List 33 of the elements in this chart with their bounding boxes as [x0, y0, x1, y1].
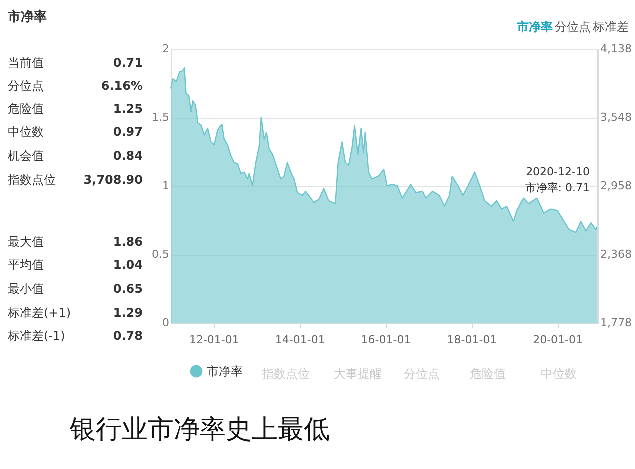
- text: 中位数 0.97: [8, 125, 143, 139]
- legend-label: 市净率: [207, 364, 243, 378]
- annotation: 2020-12-10 市净率: 0.71: [525, 166, 590, 195]
- y2-tick-label: 2,958: [600, 180, 632, 192]
- text: 平均值 1.04: [8, 258, 143, 272]
- y-tick-label: 2: [162, 42, 170, 56]
- text: 标准差(-1) 0.78: [8, 329, 143, 343]
- x-tick-label: 12-01-01: [189, 334, 240, 346]
- x-tick-label: 16-01-01: [361, 334, 412, 346]
- y-tick-label: 0: [162, 316, 170, 330]
- text: 市净率: [7, 9, 47, 25]
- text: 机会值 0.84: [8, 149, 143, 163]
- text: 分位点: [555, 20, 591, 34]
- y2-tick-label: 2,368: [600, 248, 632, 261]
- text: 最小值 0.65: [8, 282, 143, 296]
- y-tick-label: 1.5: [152, 111, 170, 124]
- x-tick-label: 18-01-01: [447, 334, 498, 346]
- y2-tick-label: 3,548: [600, 111, 632, 124]
- text: 标准差: [592, 20, 629, 34]
- text: 银行业市净率史上最低: [69, 415, 330, 445]
- y2-tick-label: 1,778: [600, 316, 632, 330]
- text: 标准差(+1) 1.29: [8, 306, 143, 320]
- text: 危险值 1.25: [8, 102, 143, 116]
- text: 指数点位 3,708.90: [8, 173, 143, 187]
- y2-tick-label: 4,138: [600, 42, 632, 56]
- text: 分位点 6.16%: [8, 79, 143, 93]
- y-tick-label: 1: [162, 180, 170, 192]
- text: 最大值 1.86: [8, 235, 143, 249]
- y-tick-label: 0.5: [152, 248, 170, 261]
- text: 当前值 0.71: [8, 56, 143, 70]
- text: 市净率: [516, 20, 553, 34]
- x-tick-label: 20-01-01: [533, 334, 584, 346]
- x-tick-label: 14-01-01: [275, 334, 326, 346]
